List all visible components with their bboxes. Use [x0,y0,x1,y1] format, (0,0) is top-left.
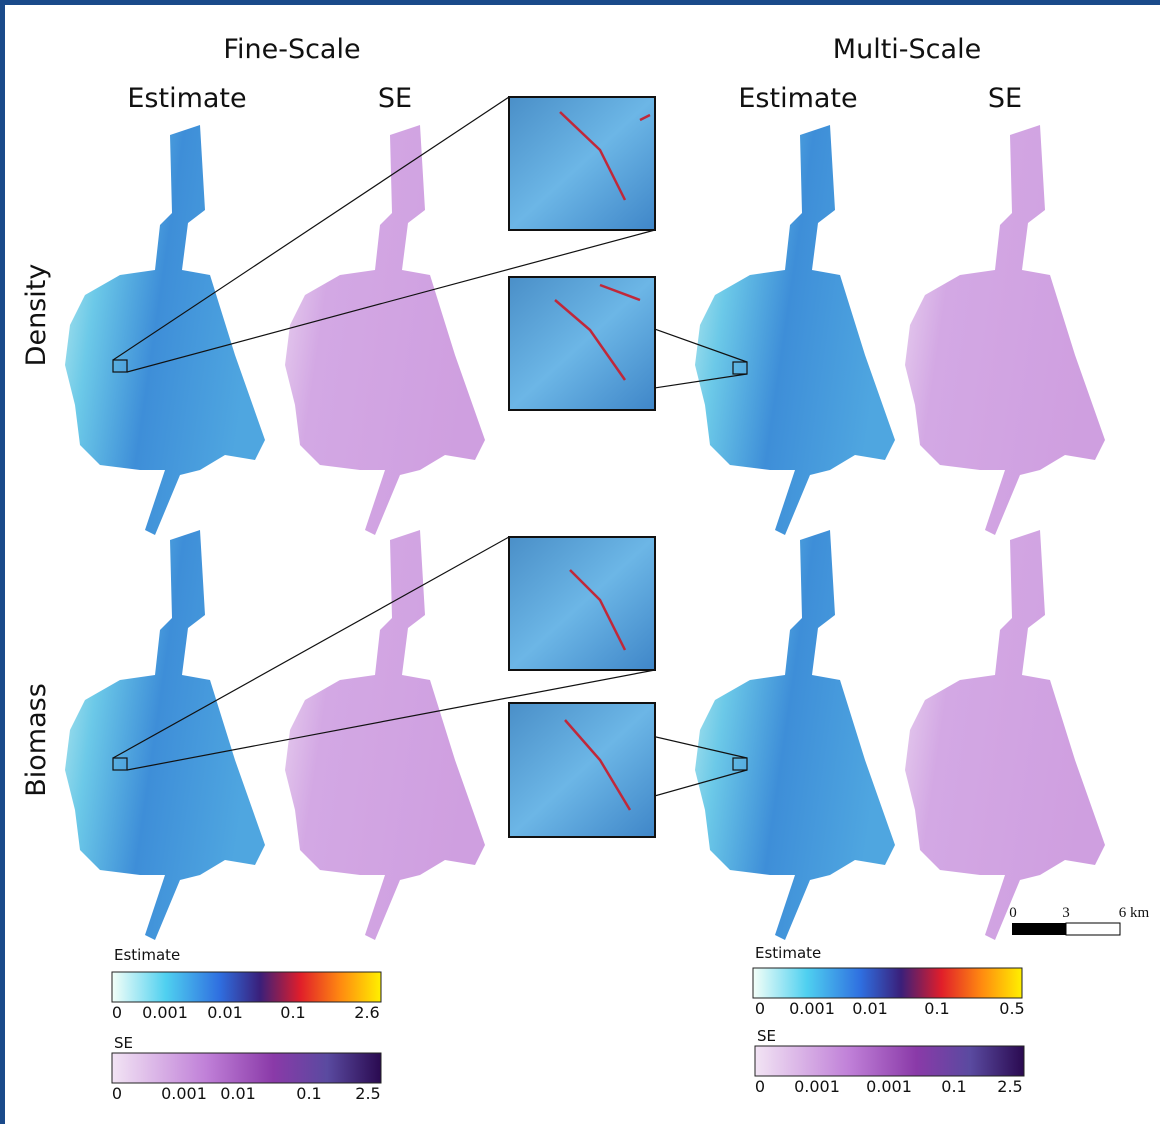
figure: Fine-Scale Multi-Scale Estimate SE Estim… [0,0,1160,1124]
row-label: Biomass [21,683,52,797]
scale-bar: 0 3 6 km [1009,905,1149,935]
colorbar-tick-label: 0.1 [296,1084,321,1103]
colorbar-tick-label: 0 [112,1084,122,1103]
map-se [285,125,485,535]
colorbar [753,968,1022,998]
colorbar-tick-label: 2.5 [997,1077,1022,1096]
scale-label: 3 [1062,905,1070,921]
insets [509,97,655,837]
colorbar-tick-label: 0 [755,1077,765,1096]
colorbar-tick-label: 0.01 [852,999,888,1018]
column-header: Estimate [738,83,857,114]
colorbar-tick-label: 0 [755,999,765,1018]
map-se [905,125,1105,535]
colorbar-tick-label: 0.1 [280,1003,305,1022]
map-estimate [695,530,895,940]
row-label: Density [21,264,52,367]
group-header: Multi-Scale [833,34,981,65]
colorbar-tick-label: 0.01 [220,1084,256,1103]
inset [509,703,655,837]
inset [509,97,655,230]
colorbar-tick-label: 0.1 [941,1077,966,1096]
frame-top [0,0,1160,5]
column-header: SE [378,83,412,114]
colorbar [755,1046,1024,1076]
legend-title: SE [757,1027,776,1045]
map-estimate [65,530,265,940]
colorbar-tick-label: 2.6 [354,1003,379,1022]
colorbar-tick-label: 0 [112,1003,122,1022]
colorbar-tick-label: 0.001 [142,1003,188,1022]
colorbar-tick-label: 2.5 [355,1084,380,1103]
colorbar [112,972,381,1002]
colorbar-tick-label: 0.001 [866,1077,912,1096]
map-estimate [695,125,895,535]
inset [509,537,655,670]
legend-title: Estimate [755,944,821,962]
legends: Estimate 0 0.001 0.01 0.1 2.6 SE 0 0.001 0.01 0.1 2… [112,944,1025,1103]
colorbar-tick-label: 0.001 [789,999,835,1018]
colorbar-tick-label: 0.001 [161,1084,207,1103]
colorbar-tick-label: 0.01 [207,1003,243,1022]
scale-label: 0 [1009,905,1017,921]
column-header: SE [988,83,1022,114]
legend-title: Estimate [114,946,180,964]
map-se [905,530,1105,940]
colorbar-tick-label: 0.1 [924,999,949,1018]
legend-title: SE [114,1034,133,1052]
group-header: Fine-Scale [223,34,360,65]
colorbar-tick-label: 0.001 [794,1077,840,1096]
scale-label: 6 km [1119,905,1150,921]
column-header: Estimate [127,83,246,114]
colorbar [112,1053,381,1083]
map-estimate [65,125,265,535]
frame-left [0,0,5,1124]
colorbar-tick-label: 0.5 [999,999,1024,1018]
